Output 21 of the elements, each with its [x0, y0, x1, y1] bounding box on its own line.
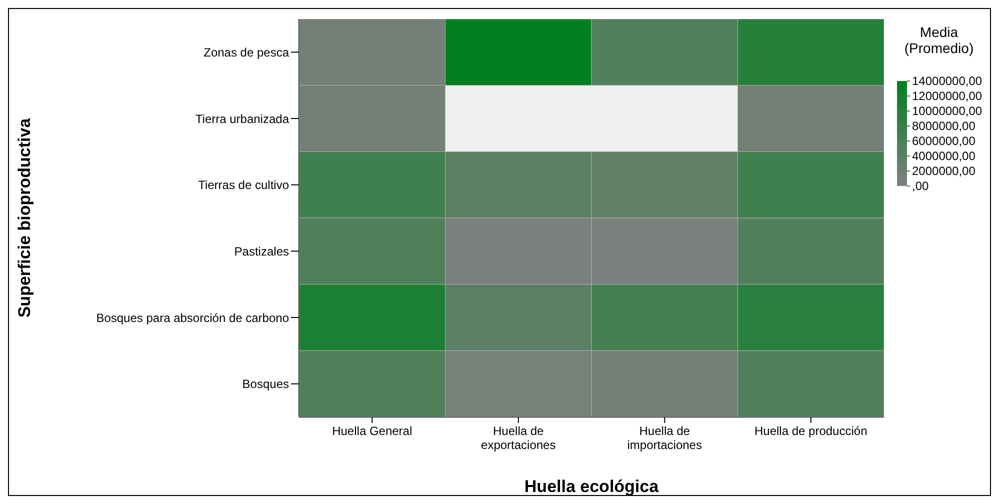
y-tick-label: Tierras de cultivo: [198, 178, 290, 192]
color-bar-label: 14000000,00: [912, 74, 982, 88]
x-tick-label: Huella de producción: [754, 424, 868, 438]
x-tick-label: Huella de importaciones: [627, 424, 702, 452]
y-tick-label: Bosques para absorción de carbono: [96, 310, 290, 325]
color-bar-label: 10000000,00: [912, 104, 982, 118]
color-bar-label: 12000000,00: [912, 89, 982, 103]
color-bar-label: 8000000,00: [912, 119, 976, 133]
color-bar-label: ,00: [912, 179, 930, 193]
y-tick-label: Bosques: [242, 377, 289, 392]
color-bar-label: 2000000,00: [912, 164, 976, 178]
x-axis-title: Huella ecológica: [524, 477, 660, 496]
legend-title: Media (Promedio): [904, 24, 974, 56]
y-tick-label: Zonas de pesca: [204, 45, 290, 60]
color-bar-label: 6000000,00: [912, 134, 976, 148]
x-tick-label: Huella General: [332, 424, 412, 438]
y-tick-label: Pastizales: [234, 244, 289, 258]
color-bar-label: 4000000,00: [912, 149, 976, 163]
x-tick-label: Huella de exportaciones: [481, 424, 556, 452]
y-tick-label: Tierra urbanizada: [195, 112, 290, 126]
y-axis-title: Superficie bioproductiva: [15, 118, 34, 318]
